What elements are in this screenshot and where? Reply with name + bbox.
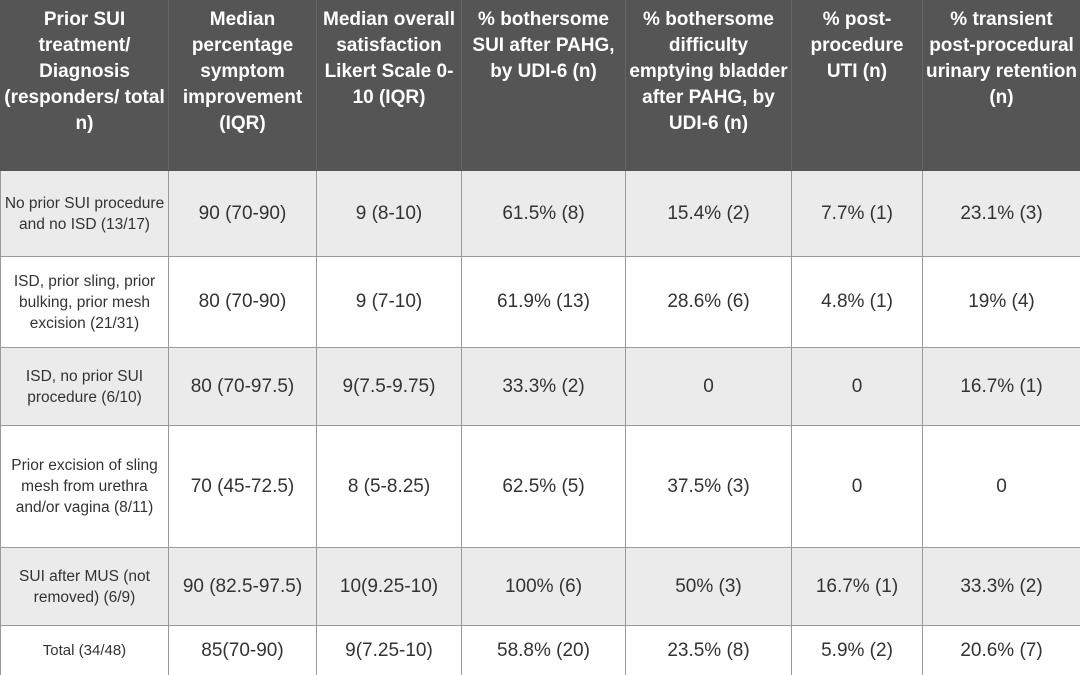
row-label: SUI after MUS (not removed) (6/9) [0,547,169,626]
cell-bothersome-sui: 61.5% (8) [461,170,626,257]
cell-urinary-retention: 19% (4) [922,256,1080,348]
row-label: No prior SUI procedure and no ISD (13/17… [0,170,169,257]
cell-bothersome-emptying: 15.4% (2) [625,170,792,257]
cell-bothersome-sui: 62.5% (5) [461,425,626,548]
cell-symptom-improvement: 80 (70-97.5) [168,347,317,426]
cell-bothersome-sui: 33.3% (2) [461,347,626,426]
row-label: ISD, prior sling, prior bulking, prior m… [0,256,169,348]
cell-uti: 7.7% (1) [791,170,923,257]
cell-satisfaction: 9(7.25-10) [316,625,462,675]
cell-uti: 4.8% (1) [791,256,923,348]
header-symptom-improvement: Median percentage symptom improvement (I… [168,0,317,171]
cell-urinary-retention: 16.7% (1) [922,347,1080,426]
cell-bothersome-emptying: 0 [625,347,792,426]
cell-uti: 5.9% (2) [791,625,923,675]
row-label: ISD, no prior SUI procedure (6/10) [0,347,169,426]
cell-uti: 0 [791,425,923,548]
cell-urinary-retention: 23.1% (3) [922,170,1080,257]
cell-satisfaction: 8 (5-8.25) [316,425,462,548]
header-urinary-retention: % transient post-procedural urinary rete… [922,0,1080,171]
cell-uti: 0 [791,347,923,426]
cell-symptom-improvement: 80 (70-90) [168,256,317,348]
cell-satisfaction: 10(9.25-10) [316,547,462,626]
cell-satisfaction: 9 (8-10) [316,170,462,257]
cell-urinary-retention: 33.3% (2) [922,547,1080,626]
table-row: SUI after MUS (not removed) (6/9) 90 (82… [0,547,1080,626]
cell-bothersome-emptying: 50% (3) [625,547,792,626]
cell-bothersome-emptying: 37.5% (3) [625,425,792,548]
header-row: Prior SUI treatment/ Diagnosis (responde… [0,0,1080,171]
cell-symptom-improvement: 90 (82.5-97.5) [168,547,317,626]
header-uti: % post-procedure UTI (n) [791,0,923,171]
cell-symptom-improvement: 70 (45-72.5) [168,425,317,548]
table-row: ISD, prior sling, prior bulking, prior m… [0,256,1080,348]
row-label: Prior excision of sling mesh from urethr… [0,425,169,548]
header-satisfaction: Median overall satisfaction Likert Scale… [316,0,462,171]
table-row-total: Total (34/48) 85(70-90) 9(7.25-10) 58.8%… [0,625,1080,675]
header-bothersome-emptying: % bothersome difficulty emptying bladder… [625,0,792,171]
cell-bothersome-emptying: 23.5% (8) [625,625,792,675]
row-label: Total (34/48) [0,625,169,675]
header-prior-treatment: Prior SUI treatment/ Diagnosis (responde… [0,0,169,171]
cell-symptom-improvement: 85(70-90) [168,625,317,675]
cell-symptom-improvement: 90 (70-90) [168,170,317,257]
cell-uti: 16.7% (1) [791,547,923,626]
table-row: No prior SUI procedure and no ISD (13/17… [0,170,1080,257]
cell-bothersome-sui: 58.8% (20) [461,625,626,675]
cell-bothersome-emptying: 28.6% (6) [625,256,792,348]
cell-bothersome-sui: 100% (6) [461,547,626,626]
cell-urinary-retention: 0 [922,425,1080,548]
cell-bothersome-sui: 61.9% (13) [461,256,626,348]
table-row: ISD, no prior SUI procedure (6/10) 80 (7… [0,347,1080,426]
table-row: Prior excision of sling mesh from urethr… [0,425,1080,548]
cell-satisfaction: 9(7.5-9.75) [316,347,462,426]
cell-satisfaction: 9 (7-10) [316,256,462,348]
cell-urinary-retention: 20.6% (7) [922,625,1080,675]
header-bothersome-sui: % bothersome SUI after PAHG, by UDI-6 (n… [461,0,626,171]
